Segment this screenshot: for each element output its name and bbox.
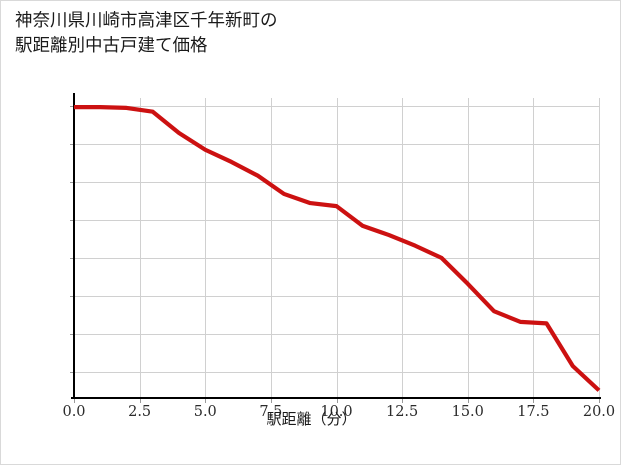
x-tick-mark	[139, 398, 141, 403]
x-axis-spine	[71, 397, 601, 400]
x-tick-label: 15.0	[451, 404, 484, 420]
chart-title: 神奈川県川崎市高津区千年新町の 駅距離別中古戸建て価格	[15, 11, 278, 56]
gridline-vertical	[467, 98, 469, 398]
x-tick-mark	[74, 398, 75, 403]
y-tick-mark	[69, 219, 74, 221]
x-tick-label: 10.0	[320, 404, 353, 420]
x-tick-label: 2.5	[128, 404, 152, 420]
x-tick-mark	[270, 398, 272, 403]
y-tick-mark	[69, 372, 74, 374]
y-tick-mark	[69, 143, 74, 145]
x-tick-mark	[533, 398, 535, 403]
y-tick-mark	[69, 181, 74, 183]
data-series-layer	[74, 105, 601, 392]
gridline-vertical	[270, 98, 272, 398]
y-tick-mark	[69, 295, 74, 297]
y-tick-mark	[69, 105, 74, 107]
x-tick-label: 17.5	[517, 404, 550, 420]
x-tick-label: 12.5	[385, 404, 419, 420]
x-tick-mark	[402, 398, 404, 403]
x-tick-mark	[599, 398, 600, 403]
y-tick-mark	[69, 334, 74, 336]
gridline-vertical	[599, 98, 600, 398]
x-tick-mark	[336, 398, 338, 403]
x-tick-label: 20.0	[582, 404, 616, 420]
plot-area: 105.0107.5110.0112.5115.0117.5120.0122.5…	[62, 93, 615, 420]
x-axis-title: 駅距離（分）	[266, 410, 357, 428]
gridline-vertical	[336, 98, 338, 398]
x-tick-label: 7.5	[259, 404, 283, 420]
y-tick-mark	[69, 257, 74, 259]
gridline-vertical	[139, 98, 141, 398]
gridline-vertical	[402, 98, 404, 398]
y-axis-spine	[73, 93, 76, 398]
gridline-vertical	[205, 98, 207, 398]
x-tick-label: 5.0	[193, 404, 217, 420]
gridline-vertical	[533, 98, 535, 398]
x-tick-label: 0.0	[62, 404, 86, 420]
price-line-series	[74, 105, 601, 392]
x-tick-mark	[467, 398, 469, 403]
x-tick-mark	[205, 398, 207, 403]
